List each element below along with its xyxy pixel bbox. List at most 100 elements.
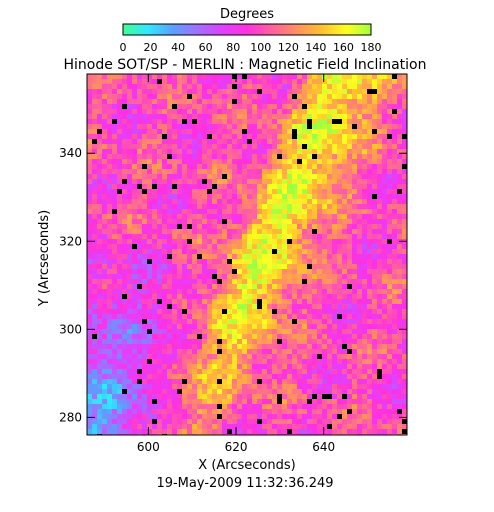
heatmap-cell (322, 389, 327, 394)
heatmap-cell (107, 274, 112, 279)
heatmap-cell (92, 379, 97, 384)
heatmap-cell (317, 249, 322, 254)
heatmap-cell (97, 124, 102, 129)
heatmap-cell (387, 154, 392, 159)
heatmap-cell (177, 334, 182, 339)
heatmap-cell (182, 274, 187, 279)
heatmap-cell (197, 404, 202, 409)
heatmap-cell (277, 259, 282, 264)
heatmap-cell (347, 289, 352, 294)
heatmap-cell (177, 109, 182, 114)
heatmap-cell (152, 199, 157, 204)
heatmap-cell (382, 349, 387, 354)
heatmap-cell (112, 389, 117, 394)
heatmap-cell (187, 184, 192, 189)
heatmap-cell (357, 384, 362, 389)
heatmap-cell (132, 329, 137, 334)
heatmap-cell (182, 229, 187, 234)
heatmap-cell (257, 369, 262, 374)
heatmap-cell (247, 349, 252, 354)
heatmap-cell (327, 274, 332, 279)
heatmap-cell (197, 129, 202, 134)
heatmap-cell (272, 84, 277, 89)
heatmap-cell (162, 319, 167, 324)
heatmap-cell (92, 74, 97, 79)
heatmap-cell (257, 74, 262, 79)
heatmap-cell (262, 254, 267, 259)
heatmap-cell (172, 214, 177, 219)
heatmap-cell (157, 344, 162, 349)
heatmap-cell (362, 234, 367, 239)
heatmap-cell (322, 154, 327, 159)
heatmap-cell (197, 334, 202, 339)
heatmap-cell (157, 84, 162, 89)
heatmap-cell (387, 174, 392, 179)
heatmap-cell (292, 74, 297, 79)
heatmap-cell (197, 394, 202, 399)
heatmap-cell (172, 179, 177, 184)
heatmap-cell (157, 374, 162, 379)
heatmap-cell (167, 74, 172, 79)
heatmap-cell (262, 209, 267, 214)
heatmap-cell (367, 259, 372, 264)
heatmap-cell (117, 394, 122, 399)
heatmap-cell (237, 179, 242, 184)
heatmap-cell (307, 74, 312, 79)
heatmap-cell (267, 159, 272, 164)
heatmap-cell (197, 364, 202, 369)
heatmap-cell (332, 84, 337, 89)
heatmap-cell (207, 309, 212, 314)
heatmap-cell (327, 139, 332, 144)
heatmap-cell (392, 174, 397, 179)
heatmap-cell (242, 424, 247, 429)
heatmap-cell (307, 89, 312, 94)
heatmap-cell (232, 259, 237, 264)
heatmap-cell (322, 144, 327, 149)
heatmap-cell (157, 424, 162, 429)
heatmap-cell (392, 154, 397, 159)
heatmap-cell (302, 389, 307, 394)
heatmap-cell (132, 284, 137, 289)
heatmap-cell (112, 139, 117, 144)
heatmap-cell (312, 184, 317, 189)
heatmap-cell (147, 319, 152, 324)
heatmap-cell (97, 149, 102, 154)
heatmap-cell (327, 294, 332, 299)
heatmap-cell (142, 344, 147, 349)
heatmap-cell (232, 279, 237, 284)
heatmap-cell (202, 339, 207, 344)
heatmap-cell (232, 334, 237, 339)
heatmap-cell (97, 359, 102, 364)
heatmap-cell (327, 189, 332, 194)
heatmap-cell (222, 244, 227, 249)
heatmap-cell (362, 259, 367, 264)
heatmap-cell (272, 249, 277, 254)
heatmap-cell (337, 254, 342, 259)
heatmap-cell (317, 259, 322, 264)
heatmap-cell (352, 294, 357, 299)
heatmap-cell (117, 94, 122, 99)
heatmap-cell (187, 189, 192, 194)
heatmap-cell (372, 249, 377, 254)
heatmap-cell (387, 279, 392, 284)
heatmap-cell (267, 404, 272, 409)
heatmap-cell (162, 74, 167, 79)
heatmap-cell (387, 94, 392, 99)
heatmap-cell (352, 379, 357, 384)
heatmap-cell (367, 79, 372, 84)
heatmap-cell (157, 179, 162, 184)
heatmap-cell (142, 99, 147, 104)
heatmap-cell (392, 334, 397, 339)
heatmap-cell (107, 99, 112, 104)
heatmap-cell (347, 249, 352, 254)
heatmap-cell (322, 409, 327, 414)
heatmap-cell (267, 319, 272, 324)
heatmap-cell (302, 234, 307, 239)
heatmap-cell (122, 74, 127, 79)
heatmap-cell (177, 129, 182, 134)
heatmap-cell (297, 309, 302, 314)
heatmap-cell (392, 204, 397, 209)
heatmap-cell (302, 174, 307, 179)
heatmap-cell (207, 294, 212, 299)
heatmap-cell (277, 234, 282, 239)
